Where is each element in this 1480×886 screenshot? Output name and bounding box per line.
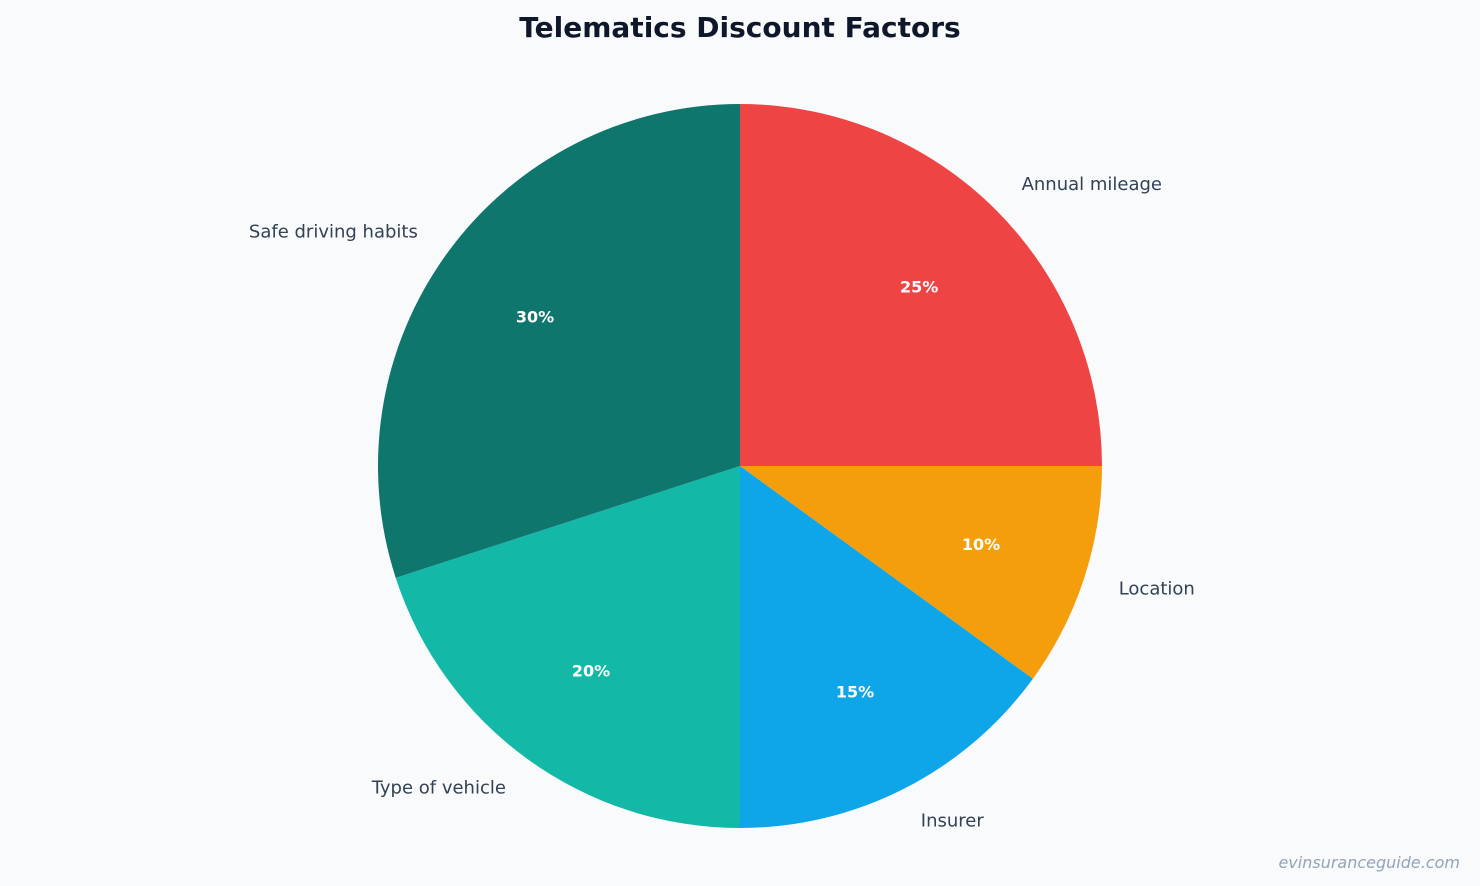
pie-slice-type-of-vehicle (395, 466, 740, 828)
slice-label-type-of-vehicle: Type of vehicle (371, 778, 506, 799)
pie-slices (378, 104, 1102, 828)
slice-label-location: Location (1119, 579, 1195, 600)
pct-label-safe-driving-habits: 30% (516, 308, 554, 327)
pct-label-location: 10% (962, 535, 1000, 554)
pct-label-annual-mileage: 25% (900, 277, 938, 296)
pie-labels: 25% Annual mileage 10% Location 15% Insurer 20… (249, 174, 1195, 831)
pie-slice-safe-driving-habits (378, 104, 740, 578)
slice-label-annual-mileage: Annual mileage (1022, 174, 1162, 195)
pct-label-type-of-vehicle: 20% (572, 662, 610, 681)
pie-slice-insurer (740, 466, 1033, 828)
watermark-text: evinsuranceguide.com (1278, 853, 1460, 872)
pct-label-insurer: 15% (836, 682, 874, 701)
slice-label-safe-driving-habits: Safe driving habits (249, 221, 418, 242)
slice-label-insurer: Insurer (921, 810, 985, 831)
pie-slice-location (740, 466, 1102, 679)
pie-slice-annual-mileage (740, 104, 1102, 466)
chart-title: Telematics Discount Factors (519, 11, 960, 44)
